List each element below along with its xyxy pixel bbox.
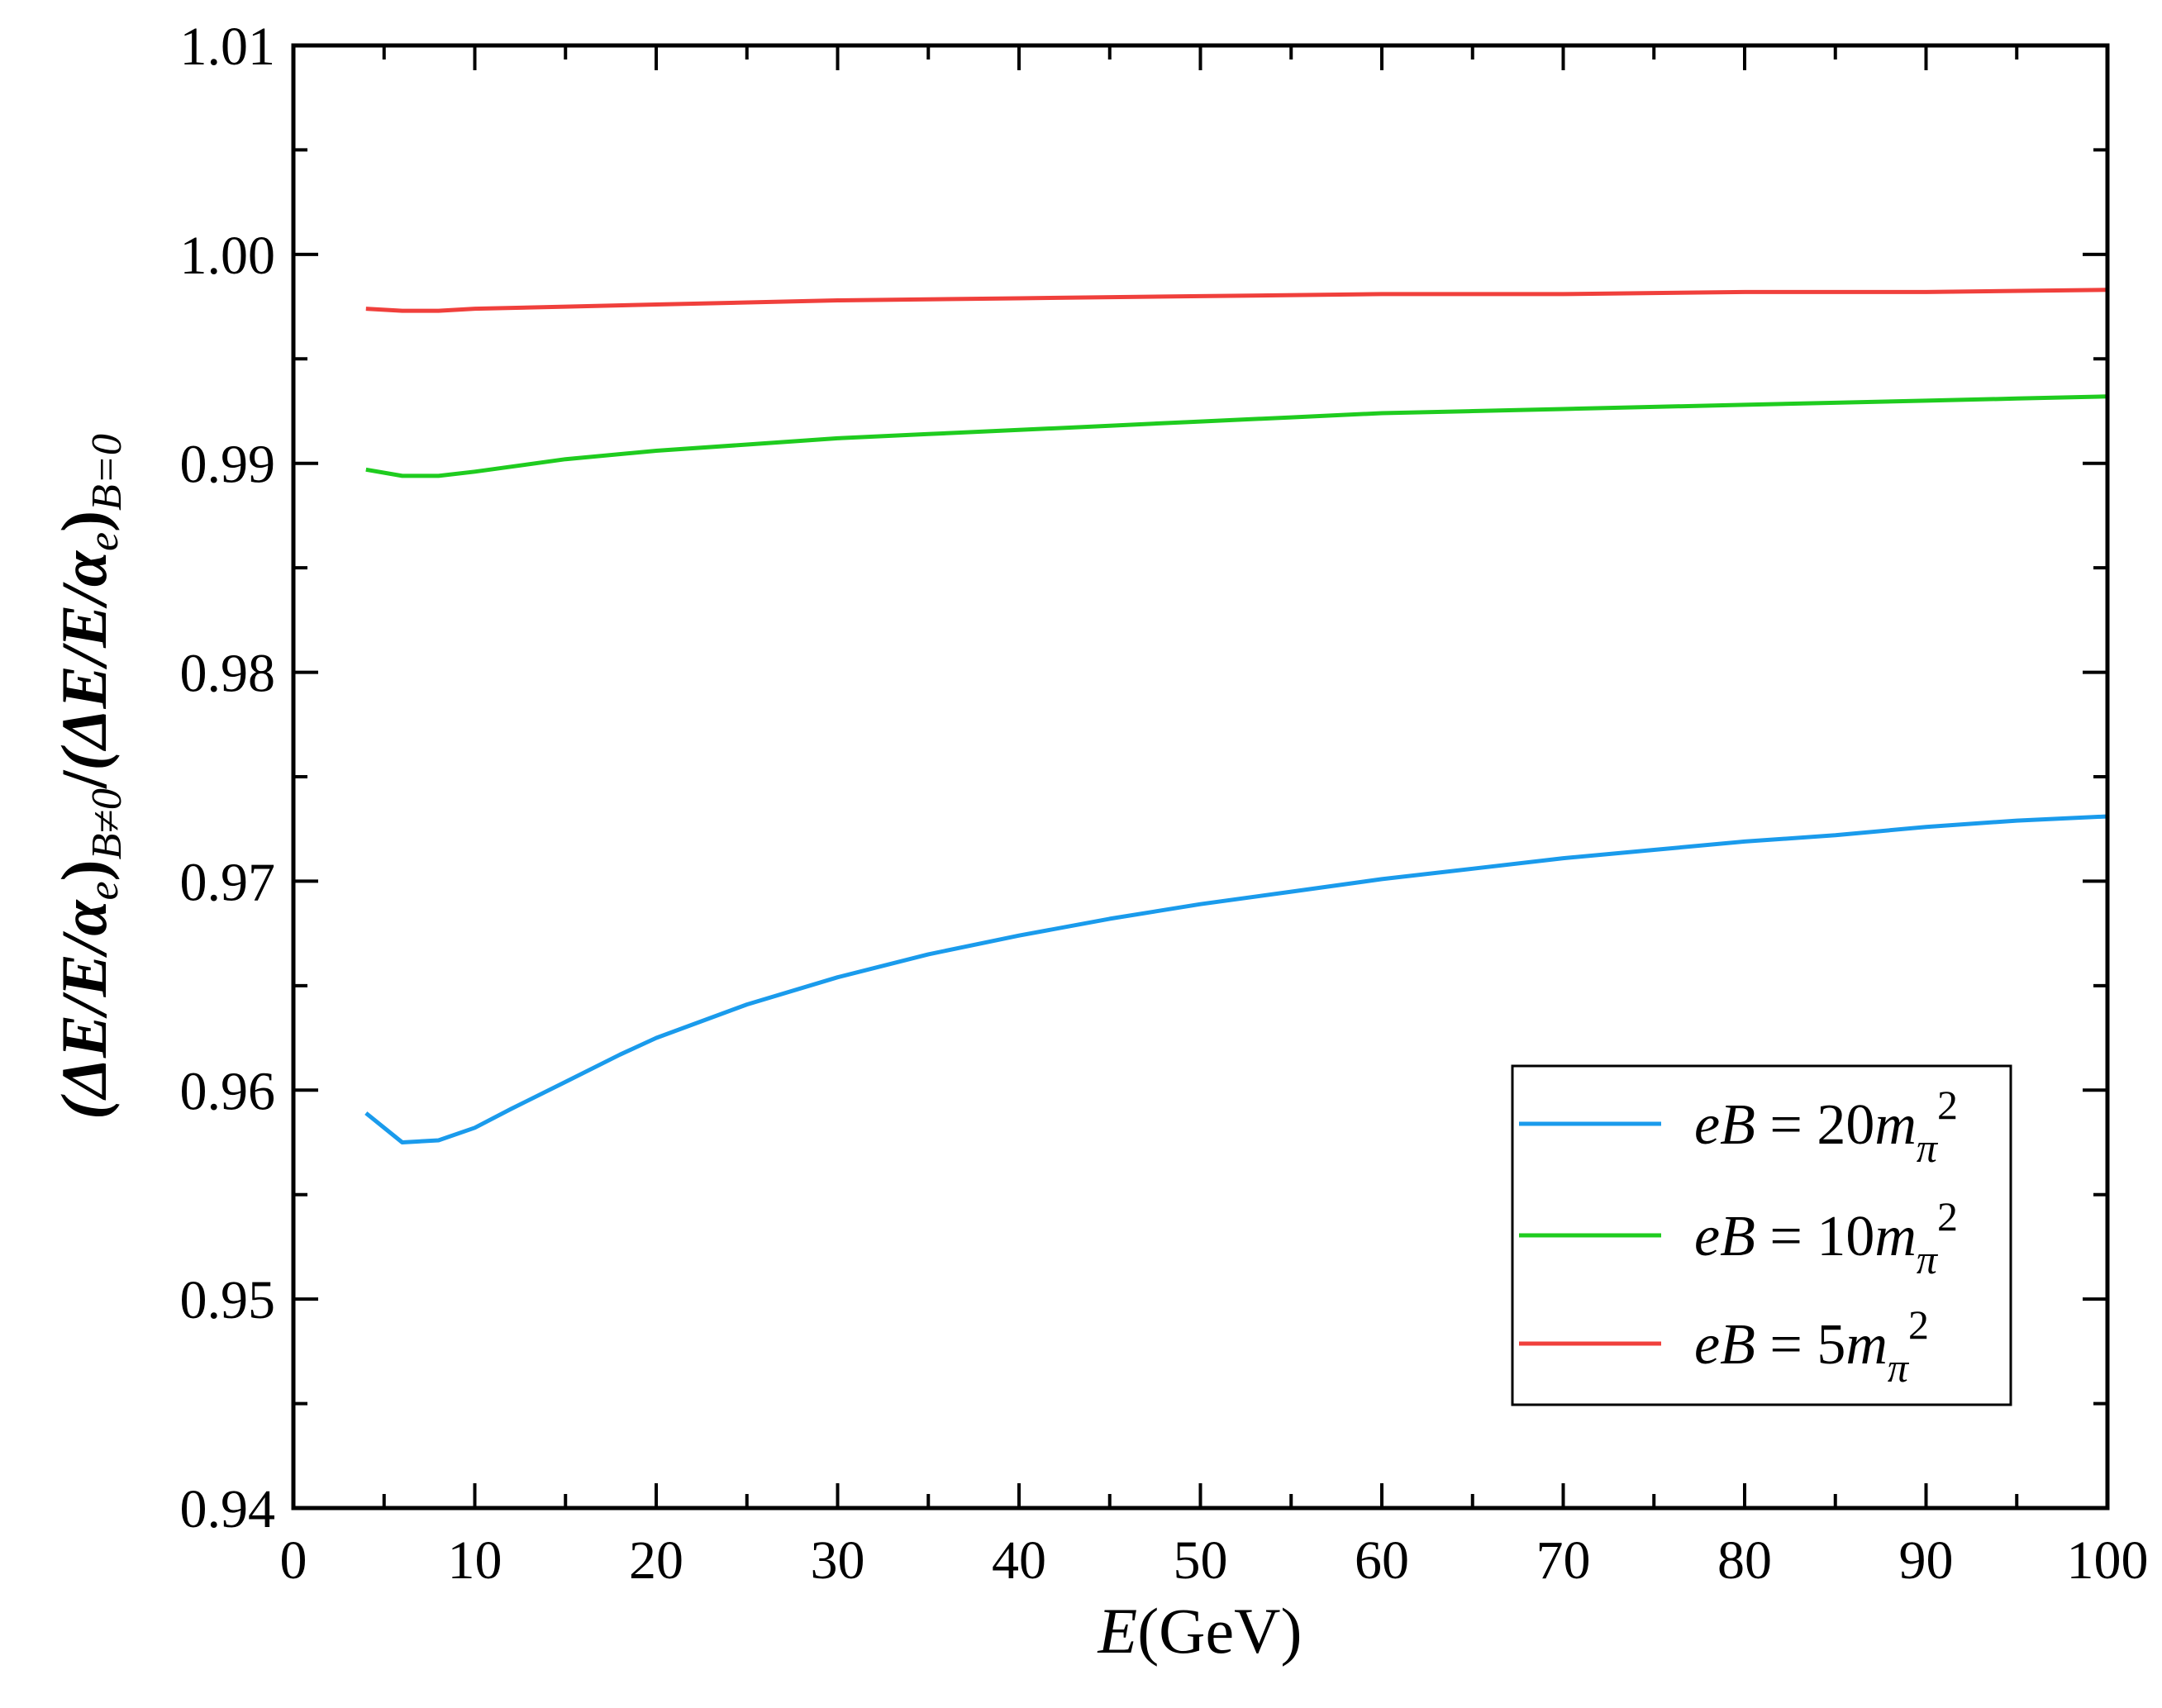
x-tick-label: 40: [992, 1530, 1046, 1591]
x-axis-unit: (GeV): [1137, 1595, 1302, 1667]
x-tick-label: 20: [629, 1530, 683, 1591]
ticks: [292, 44, 2109, 1510]
x-tick-label: 80: [1717, 1530, 1772, 1591]
y-tick-labels: 0.94 0.95 0.96 0.97 0.98 0.99 1.00 1.01: [180, 17, 276, 1539]
x-tick-label: 100: [2067, 1530, 2149, 1591]
y-slash: /: [48, 769, 120, 789]
x-tick-label: 0: [280, 1530, 307, 1591]
legend-label-10: eB = 10mπ2: [1694, 1193, 1958, 1282]
x-tick-label: 70: [1536, 1530, 1591, 1591]
series-line-2: [365, 288, 2108, 313]
y-axis-title: (ΔE/E/αe)B≠0/(ΔE/E/αe)B=0: [48, 434, 131, 1120]
y-tick-label: 0.97: [180, 852, 276, 912]
x-axis-var: E: [1098, 1595, 1138, 1667]
legend-label-20: eB = 20mπ2: [1694, 1082, 1958, 1171]
y-num-open: (ΔE/E/α: [48, 899, 120, 1120]
x-tick-label: 50: [1174, 1530, 1228, 1591]
y-den-subscript: B=0: [83, 434, 131, 511]
y-tick-label: 0.98: [180, 644, 276, 704]
y-num-close: ): [48, 859, 120, 881]
y-tick-label: 0.95: [180, 1270, 276, 1330]
x-tick-label: 10: [448, 1530, 502, 1591]
plot-frame: [291, 43, 2110, 1511]
y-num-subscript: B≠0: [83, 788, 131, 859]
y-tick-label: 0.94: [180, 1479, 276, 1539]
x-tick-labels: 0 10 20 30 40 50 60 70 80 90 100: [280, 1530, 2149, 1591]
series-lines: [364, 288, 2108, 1144]
y-tick-label: 0.96: [180, 1061, 276, 1121]
x-tick-label: 60: [1355, 1530, 1409, 1591]
y-den-sub-e: e: [80, 532, 127, 551]
series-line-0: [364, 814, 2108, 1144]
y-tick-label: 0.99: [180, 435, 276, 495]
legend-label-5: eB = 5mπ2: [1694, 1301, 1929, 1391]
y-tick-label: 1.01: [180, 17, 276, 77]
y-tick-label: 1.00: [180, 226, 276, 286]
y-num-sub-e: e: [80, 881, 127, 900]
x-tick-label: 30: [811, 1530, 865, 1591]
x-axis-title: E(GeV): [1098, 1595, 1302, 1667]
legend: eB = 20mπ2 eB = 10mπ2 eB = 5mπ2: [1511, 1064, 2012, 1406]
y-den-close: ): [48, 511, 120, 532]
y-den-open: (ΔE/E/α: [48, 550, 120, 770]
series-line-1: [365, 394, 2108, 478]
x-tick-label: 90: [1899, 1530, 1954, 1591]
